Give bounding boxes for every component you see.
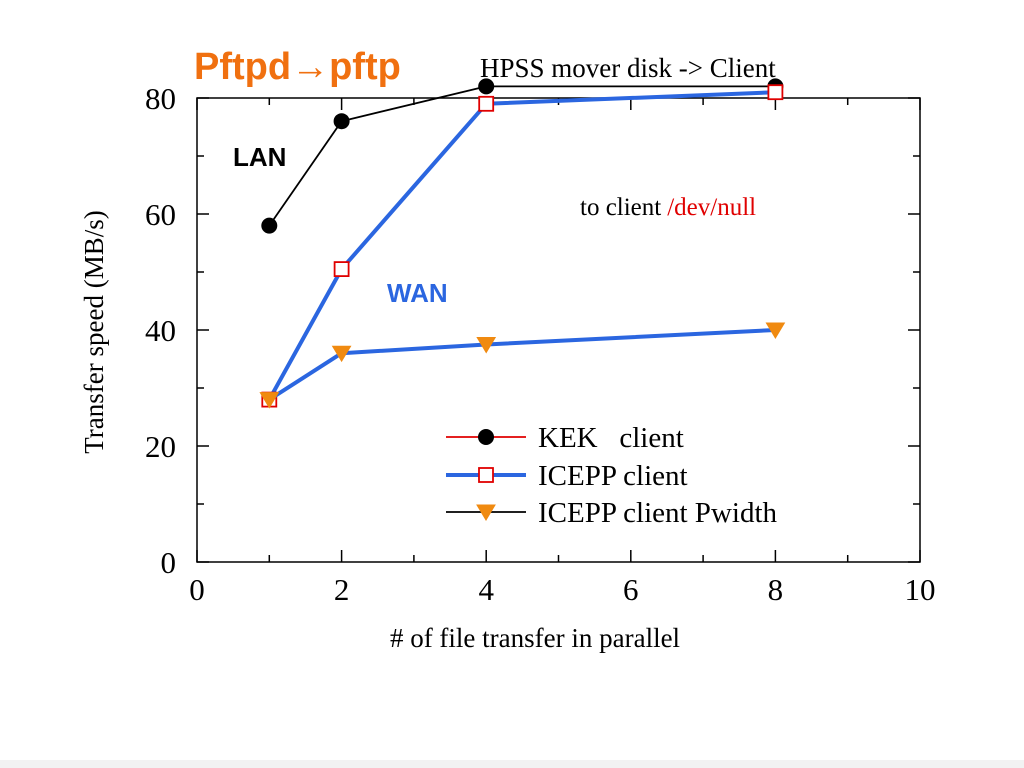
chart-heading-main: Pftpd→pftp [194,46,401,88]
x-axis-label: # of file transfer in parallel [390,623,680,653]
footer-bar [0,760,1024,768]
x-tick-label: 4 [478,572,494,607]
annotation-note-highlight: /dev/null [667,194,756,221]
plot-frame [196,97,921,563]
annotation-note: to client/dev/null [580,194,756,221]
axis-ticks [196,97,921,563]
legend-item: KEK client [446,422,684,454]
legend: KEK client ICEPP client ICEPP client Pwidt… [446,422,777,529]
axis-tick-labels: 0 2 4 6 8 10 0 20 40 60 80 [145,81,936,607]
data-point [478,78,495,95]
x-tick-label: 6 [623,572,639,607]
series-line [267,90,776,401]
y-tick-label: 20 [145,429,176,464]
y-tick-label: 0 [161,545,177,580]
legend-label: ICEPP client [538,460,688,492]
y-tick-label: 80 [145,81,176,116]
legend-item: ICEPP client Pwidth [446,497,777,529]
annotation-note-prefix: to client [580,194,661,221]
x-tick-label: 2 [334,572,350,607]
data-point [478,95,495,112]
series-layer [259,78,786,409]
data-point [333,261,350,278]
data-point [259,392,280,409]
data-point [476,337,497,354]
chart-heading-sub: HPSS mover disk -> Client [480,53,776,83]
series-line [268,328,776,402]
legend-label: KEK client [538,422,684,454]
y-axis-label: Transfer speed (MB/s) [79,210,109,453]
data-point [331,345,352,363]
legend-marker [476,504,496,521]
annotation-wan: WAN [387,278,448,308]
data-point [261,217,278,234]
data-point [767,84,784,101]
x-tick-label: 10 [905,572,936,607]
legend-item: ICEPP client [446,460,688,492]
series-line [268,85,776,227]
annotation-lan: LAN [233,142,286,172]
x-tick-label: 8 [768,572,784,607]
data-point [765,322,786,339]
y-tick-label: 60 [145,197,176,232]
data-point [333,113,350,130]
legend-label: ICEPP client Pwidth [538,497,777,529]
x-tick-label: 0 [189,572,205,607]
legend-marker [478,429,494,445]
series-2 [259,322,786,409]
legend-marker [478,467,494,483]
y-tick-label: 40 [145,313,176,348]
